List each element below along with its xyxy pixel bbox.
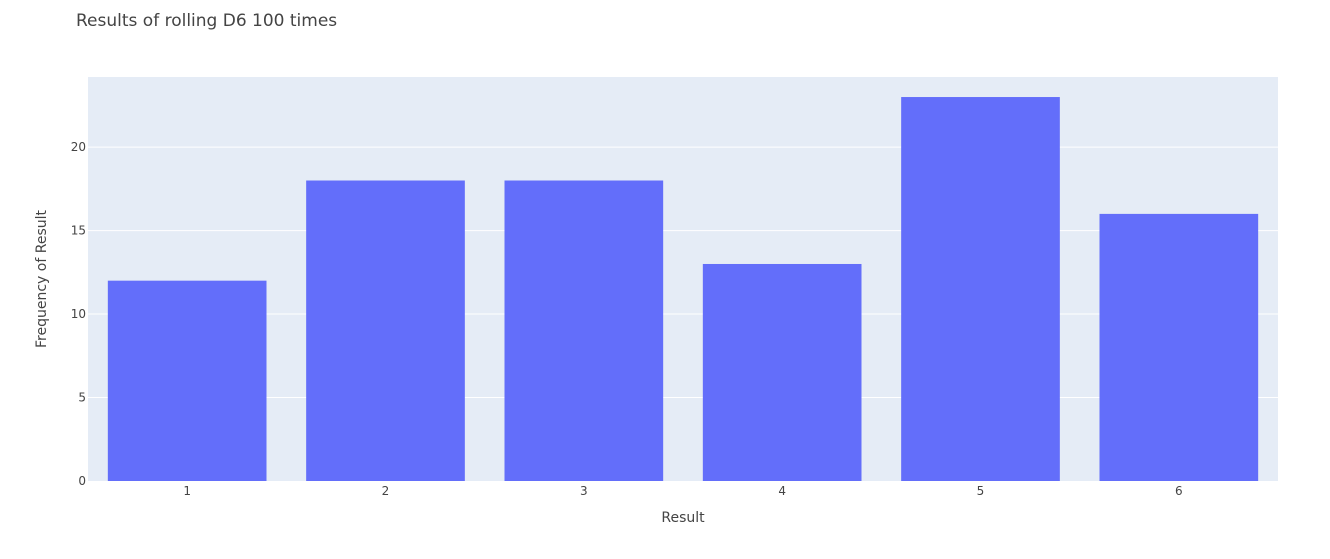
- x-tick-label: 4: [778, 484, 786, 498]
- bar-5[interactable]: [901, 97, 1060, 482]
- bar-6[interactable]: [1099, 213, 1259, 481]
- y-axis-ticks: 0 5 10 15 20: [71, 140, 86, 488]
- bars: [107, 97, 1259, 482]
- x-tick-label: 6: [1175, 484, 1183, 498]
- y-axis-label: Frequency of Result: [34, 210, 50, 348]
- y-tick-label: 10: [71, 307, 86, 321]
- x-tick-label: 5: [977, 484, 985, 498]
- x-axis-label: Result: [661, 510, 705, 526]
- y-tick-label: 5: [78, 391, 86, 405]
- bar-1[interactable]: [107, 280, 267, 481]
- bar-4[interactable]: [702, 263, 862, 481]
- bar-3[interactable]: [504, 180, 664, 481]
- gridlines: [88, 146, 1278, 399]
- y-tick-label: 20: [71, 140, 86, 154]
- chart-title: Results of rolling D6 100 times: [76, 11, 338, 31]
- x-tick-label: 2: [382, 484, 390, 498]
- x-tick-label: 3: [580, 484, 588, 498]
- y-tick-label: 0: [78, 474, 86, 488]
- x-axis-ticks: 1 2 3 4 5 6: [183, 484, 1182, 498]
- y-tick-label: 15: [71, 224, 86, 238]
- x-tick-label: 1: [183, 484, 191, 498]
- bar-2[interactable]: [306, 180, 465, 481]
- plot-background: [88, 77, 1278, 481]
